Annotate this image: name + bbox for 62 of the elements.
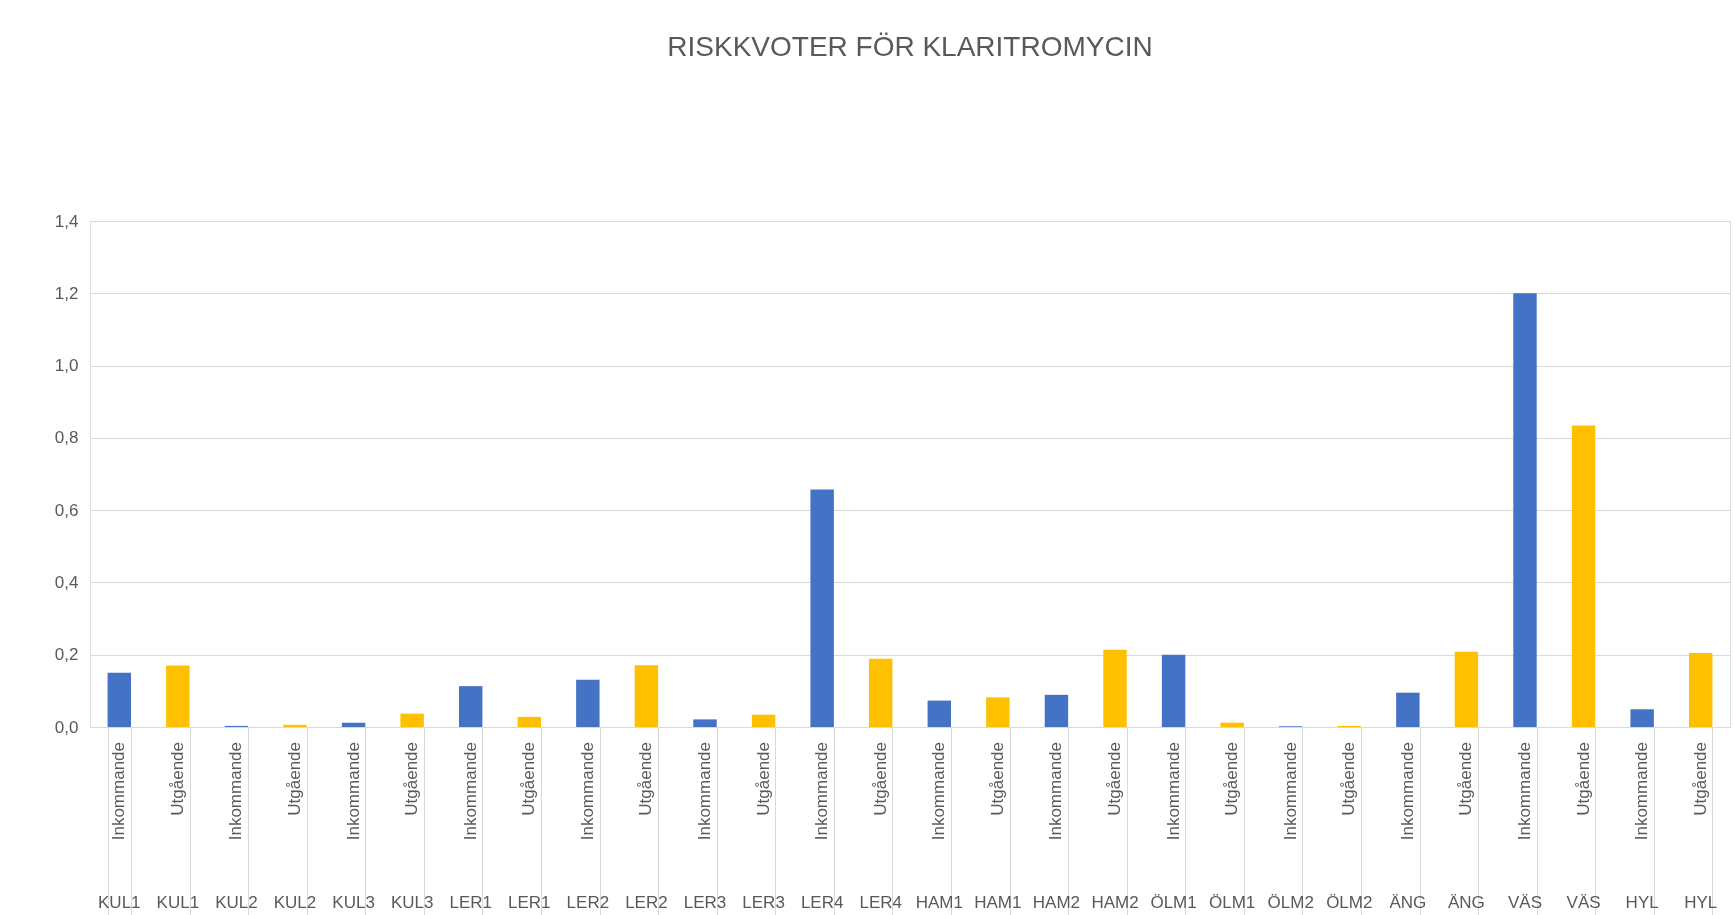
category-label: Inkommande LER4 xyxy=(800,742,844,912)
bar xyxy=(693,719,717,727)
bar xyxy=(1454,651,1479,727)
bar xyxy=(341,722,366,727)
category-label: Utgående LER1 xyxy=(508,742,551,912)
bar xyxy=(810,489,834,727)
category-label: Utgående ÖLM1 xyxy=(1208,742,1256,912)
bar xyxy=(751,714,776,727)
category-label: Inkommande HYL xyxy=(1625,742,1659,912)
category-label: Utgående LER2 xyxy=(625,742,668,912)
category-label: Inkommande KUL3 xyxy=(332,742,375,912)
y-tick-label: 0,8 xyxy=(54,428,79,448)
bar xyxy=(1689,652,1713,727)
category-label: Utgående KUL1 xyxy=(156,742,200,912)
bar xyxy=(1161,654,1186,727)
bar xyxy=(400,713,424,727)
category-label: Utgående HYL xyxy=(1684,742,1718,912)
bar xyxy=(1630,709,1654,727)
category-label: Utgående LER3 xyxy=(742,742,785,912)
bar xyxy=(1044,694,1069,727)
category-label: Utgående ÄNG xyxy=(1448,742,1485,912)
category-label: Inkommande VÄS xyxy=(1507,742,1543,912)
bar xyxy=(166,665,190,727)
category-label: Inkommande ÖLM2 xyxy=(1267,742,1314,912)
y-tick-label: 0,0 xyxy=(54,717,79,737)
category-label: Utgående LER4 xyxy=(859,742,902,912)
bar xyxy=(1513,293,1537,727)
category-label: Utgående HAM1 xyxy=(974,742,1022,912)
bar xyxy=(986,697,1010,727)
category-label: Inkommande LER3 xyxy=(683,742,727,912)
category-label: Utgående ÖLM2 xyxy=(1326,742,1373,912)
category-label: Inkommande LER2 xyxy=(566,742,610,912)
y-tick-label: 0,2 xyxy=(54,645,79,665)
y-tick-label: 1,2 xyxy=(54,283,79,303)
category-label: Utgående HAM2 xyxy=(1091,742,1139,912)
category-label: Inkommande HAM1 xyxy=(915,742,963,912)
chart-title: RISKKVOTER FÖR KLARITROMYCIN xyxy=(667,31,1153,62)
bar xyxy=(634,665,659,727)
category-label: Inkommande LER1 xyxy=(449,742,492,912)
bar xyxy=(283,724,307,727)
bar xyxy=(1571,425,1596,727)
y-tick-label: 1,0 xyxy=(54,356,79,376)
bar xyxy=(1103,649,1127,727)
y-tick-label: 0,4 xyxy=(54,572,79,592)
bar xyxy=(517,716,541,727)
category-label: Utgående VÄS xyxy=(1566,742,1601,912)
bar xyxy=(1396,692,1420,727)
bar xyxy=(576,679,600,727)
category-label: Inkommande HAM2 xyxy=(1032,742,1081,912)
category-label: Inkommande KUL1 xyxy=(98,742,141,912)
category-label: Inkommande ÖLM1 xyxy=(1150,742,1197,912)
bar xyxy=(459,686,483,727)
bar xyxy=(107,672,131,727)
y-tick-label: 0,6 xyxy=(54,500,79,520)
bar xyxy=(927,700,951,727)
category-label: Utgående KUL3 xyxy=(390,742,434,912)
category-label: Inkommande ÄNG xyxy=(1389,742,1427,912)
category-label: Utgående KUL2 xyxy=(273,742,317,912)
y-tick-label: 1,4 xyxy=(54,211,79,231)
category-label: Inkommande KUL2 xyxy=(215,742,258,912)
bar xyxy=(869,658,893,727)
bar xyxy=(1220,722,1244,727)
